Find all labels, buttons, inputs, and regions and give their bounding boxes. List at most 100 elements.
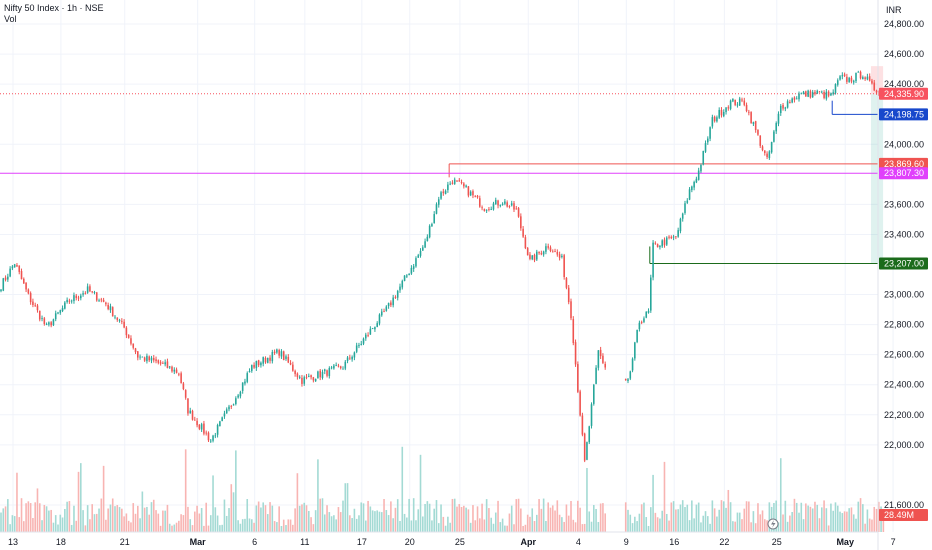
candle-body [750,112,752,124]
candle-body [351,356,353,360]
volume-bar [734,521,736,532]
candle-body [711,117,714,127]
candle-body [517,208,520,217]
volume-bar [782,514,784,532]
candle-body [415,258,417,267]
volume-indicator-label[interactable]: Vol [4,14,17,24]
candle-body [189,410,192,414]
volume-bar [289,519,292,532]
time-tick-label: 7 [891,537,896,547]
candle-body [691,186,693,191]
volume-bar [410,520,413,532]
volume-bar [545,520,547,532]
volume-bar [146,506,148,532]
volume-bar [520,508,522,532]
volume-bar [745,501,748,532]
candle-body [707,138,709,143]
volume-bar [260,507,262,532]
volume-bar [287,519,290,532]
candle-body [266,358,269,363]
volume-bar [66,501,68,532]
candle-body [2,278,5,291]
candle-body [579,391,581,416]
volume-bar [396,499,399,532]
time-axis[interactable]: 131821Mar611172025Apr49162225May71215 [8,537,932,547]
volume-bar [816,504,819,532]
candle-body [852,80,855,83]
candle-body [677,230,679,237]
candle-body [93,291,96,293]
candle-body [469,191,472,196]
volume-bar [738,512,741,532]
candle-body [296,373,299,377]
candle-body [118,320,121,322]
candle-body [864,77,866,79]
candle-body [82,293,84,295]
candle-body [629,371,632,379]
candle-body [187,398,189,414]
volume-bar [501,518,504,532]
volume-bar [219,525,221,532]
candle-body [394,296,397,298]
quick-trade-icon[interactable] [767,518,779,530]
candle-body [442,191,445,194]
candle-body [424,241,426,248]
volume-bar [456,506,458,532]
candle-body [437,199,440,205]
volume-bar [565,504,568,532]
volume-bar [697,502,700,532]
volume-bar [449,522,451,532]
candle-body [581,415,584,435]
volume-bar [764,519,766,532]
volume-bar [374,511,376,532]
time-tick-label: 25 [455,537,465,547]
candle-body [376,323,378,327]
volume-bar [180,514,182,532]
candle-body [720,109,723,116]
volume-bar [221,524,223,532]
candle-body [50,322,52,326]
candle-body [48,322,50,325]
candle-body [175,369,178,373]
candle-body [656,244,659,248]
candle-body [846,76,848,82]
volume-bar [392,518,394,532]
volume-bar [784,500,787,532]
candle-body [479,198,481,207]
volume-bar [134,513,137,532]
volume-bar [577,500,579,532]
volume-bar [795,502,798,532]
volume-bar [656,517,659,532]
candle-body [732,98,734,102]
volume-bar [444,525,447,532]
volume-bar [383,499,385,532]
volume-bar [264,505,267,532]
volume-bar [114,506,116,532]
candle-body [207,432,210,441]
currency-label[interactable]: INR [886,5,902,15]
price-tag-resistance-red [879,157,928,170]
candle-body [686,200,689,203]
volume-bar [757,503,759,532]
candle-body [444,190,447,194]
symbol-title[interactable]: Nifty 50 Index · 1h · NSE [4,3,104,13]
price-axis[interactable]: 24,800.00 24,600.00 24,400.00 24,000.00 23,6… [884,19,924,510]
volume-bar [786,521,789,532]
candle-body [843,74,846,76]
candle-body [784,107,787,109]
volume-bar [766,520,768,532]
time-tick-label: Mar [190,537,207,547]
price-tag-label-resistance-red: 23,869.60 [884,159,924,169]
volume-bar [282,519,285,532]
volume-bar [45,506,48,532]
volume-bar [463,505,465,532]
candle-body [467,186,470,196]
volume-bar [748,501,750,532]
volume-bar [818,518,821,532]
volume-bar [529,516,531,532]
price-levels[interactable] [0,93,878,264]
volume-bar [428,503,431,532]
volume-bar [793,498,796,532]
volume-bar [417,509,420,532]
